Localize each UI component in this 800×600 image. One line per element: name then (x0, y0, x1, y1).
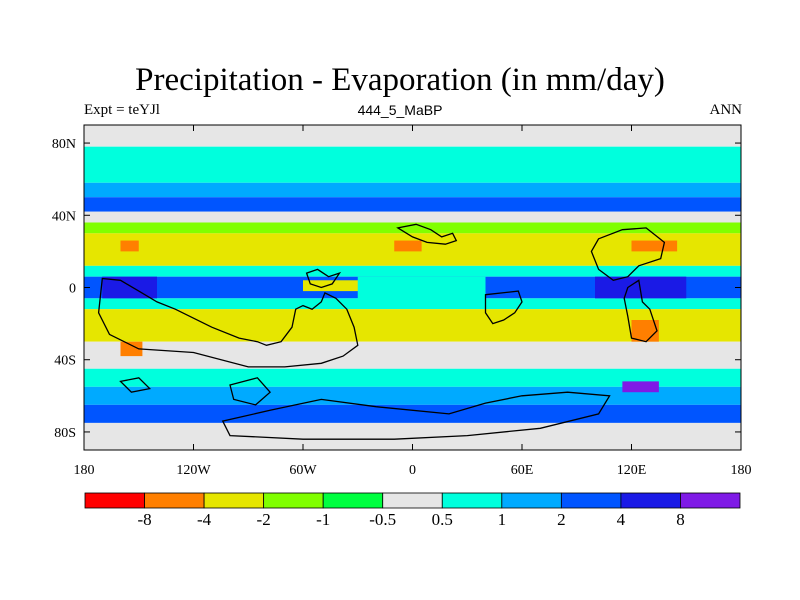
colorbar-swatch (382, 492, 443, 509)
y-tick-label: 0 (69, 282, 76, 297)
colorbar-label: -0.5 (369, 510, 397, 529)
colorbar-label: 0.5 (431, 510, 453, 529)
field-patch (394, 240, 422, 252)
colorbar-label: 8 (676, 510, 685, 529)
field-patch (357, 276, 486, 302)
field-layer (84, 125, 741, 450)
field-band (84, 146, 741, 183)
field-patch (120, 240, 139, 252)
colorbar-swatch (203, 492, 265, 509)
colorbar-swatch (501, 492, 562, 509)
coastline (229, 377, 272, 406)
field-patch (622, 381, 659, 393)
period-label: 444_5_MaBP (357, 102, 443, 118)
y-tick-label: 40N (52, 209, 76, 224)
field-band (84, 341, 741, 369)
tick-labels: 180 120W 60W 0 60E 120E 180 80N 40N 0 40S 80S (52, 137, 752, 478)
colorbar-swatch (263, 492, 324, 509)
colorbar-label: -8 (137, 510, 152, 529)
x-tick-label: 120W (176, 463, 211, 478)
coastline (396, 223, 458, 245)
field-band (84, 211, 741, 223)
colorbar-swatch (84, 492, 145, 509)
coastline (623, 279, 658, 343)
y-tick-label: 80N (52, 137, 76, 152)
colorbar-label: -2 (256, 510, 271, 529)
x-tick-label: 60E (511, 463, 534, 478)
y-tick-label: 80S (54, 426, 76, 441)
field-band (84, 125, 741, 147)
x-tick-label: 180 (74, 463, 95, 478)
field-band (84, 368, 741, 387)
field-band (84, 197, 741, 212)
colorbar-swatch (560, 492, 622, 509)
x-tick-label: 120E (617, 463, 647, 478)
tick-layer (83, 125, 742, 450)
field-patch (102, 276, 157, 299)
field-band (84, 298, 741, 310)
x-tick-label: 0 (409, 463, 416, 478)
x-tick-label: 180 (731, 463, 752, 478)
coastline (119, 377, 152, 393)
colorbar-label: -4 (196, 510, 212, 529)
colorbar-label: 2 (557, 510, 566, 529)
colorbar-swatch (441, 492, 503, 509)
coastline (484, 290, 523, 325)
colorbar-swatch (322, 492, 384, 509)
coastline (305, 268, 342, 289)
experiment-label: Expt = teYJl (84, 102, 160, 118)
field-band (84, 265, 741, 277)
colorbar (84, 492, 741, 509)
colorbar-swatch (144, 492, 205, 509)
field-band (84, 386, 741, 405)
colorbar-swatch (620, 492, 681, 509)
colorbar-swatch (680, 492, 741, 509)
coastline (221, 391, 611, 440)
field-band (84, 222, 741, 234)
coastline (97, 277, 359, 368)
field-patch (303, 280, 376, 292)
colorbar-label: 1 (497, 510, 507, 529)
field-patch (120, 341, 143, 357)
field-band (84, 182, 741, 198)
y-tick-label: 40S (54, 354, 76, 369)
field-band (84, 404, 741, 423)
colorbar-label: 4 (616, 510, 626, 529)
x-tick-label: 60W (289, 463, 317, 478)
field-patch (631, 240, 678, 252)
coastlines (97, 223, 666, 440)
chart-title: Precipitation - Evaporation (in mm/day) (135, 62, 665, 98)
colorbar-label: -1 (316, 510, 331, 529)
season-label: ANN (709, 102, 743, 118)
coastline (590, 227, 666, 282)
